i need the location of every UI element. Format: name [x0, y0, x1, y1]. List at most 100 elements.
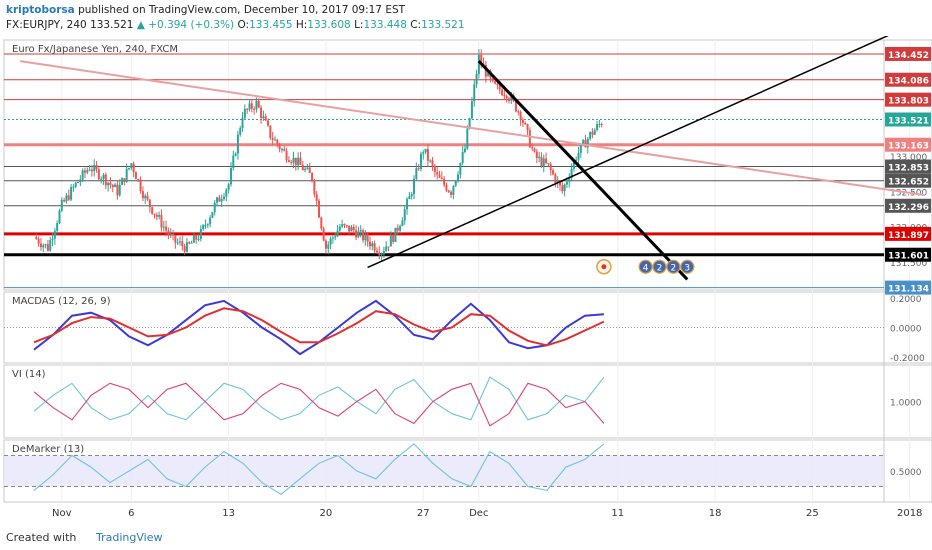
- candle-body: [118, 184, 121, 196]
- candle-body: [334, 236, 337, 238]
- candle-body: [248, 103, 251, 110]
- candle-body: [297, 157, 300, 166]
- chart-area[interactable]: Nov6132027Dec1118252018133.000132.500132…: [0, 36, 932, 526]
- candle-body: [438, 174, 441, 178]
- candle-body: [554, 174, 557, 184]
- candle-body: [364, 234, 367, 241]
- candle-body: [39, 243, 42, 248]
- candle-body: [352, 227, 355, 231]
- candle-body: [139, 179, 142, 192]
- candle-body: [269, 125, 272, 139]
- candle-body: [491, 78, 494, 82]
- flag-marker-label: 3: [684, 263, 690, 273]
- candle-body: [97, 169, 100, 180]
- candle-body: [600, 124, 603, 126]
- candle-body: [480, 54, 483, 64]
- candle-body: [90, 169, 93, 172]
- candle-body: [350, 227, 353, 232]
- candle-body: [132, 163, 135, 173]
- candle-body: [368, 241, 371, 247]
- price-level-badge: [885, 137, 931, 152]
- candle-body: [304, 168, 307, 171]
- symbol-label: FX:EURJPY, 240: [6, 19, 87, 31]
- candle-body: [116, 184, 119, 196]
- open-value: 133.455: [249, 19, 293, 31]
- chart-background: [0, 36, 932, 526]
- candle-body: [327, 244, 330, 249]
- candle-body: [466, 128, 469, 149]
- candle-body: [433, 165, 436, 173]
- price-level-badge: [885, 92, 931, 107]
- x-tick-label: 2018: [897, 508, 922, 519]
- tradingview-brand[interactable]: TradingView: [96, 531, 163, 544]
- candle-body: [503, 95, 506, 97]
- indicator-axis-label: -0.2000: [890, 354, 925, 364]
- price-level-label: 131.601: [888, 252, 929, 262]
- author-link[interactable]: kriptoborsa: [6, 4, 75, 16]
- candle-body: [436, 172, 439, 175]
- candle-body: [524, 122, 527, 125]
- candle-body: [181, 241, 184, 247]
- trend-line: [477, 60, 689, 281]
- price-level-label: 133.163: [888, 142, 929, 152]
- candle-body: [294, 157, 297, 166]
- price-level-badge: [885, 226, 931, 241]
- candle-body: [440, 177, 443, 179]
- candle-body: [37, 239, 40, 244]
- candle-body: [373, 243, 376, 251]
- candle-body: [380, 254, 383, 256]
- candle-body: [280, 149, 283, 151]
- candle-body: [447, 190, 450, 193]
- candle-body: [241, 117, 244, 128]
- indicator-title: MACDAS (12, 26, 9): [12, 296, 111, 307]
- candle-body: [246, 108, 249, 110]
- candle-body: [341, 224, 344, 227]
- candle-body: [213, 202, 216, 213]
- candle-body: [285, 150, 288, 161]
- candle-body: [183, 246, 186, 252]
- candle-body: [35, 237, 38, 240]
- price-change: +0.394 (+0.3%): [148, 19, 235, 31]
- price-level-label: 132.296: [888, 203, 929, 213]
- candle-body: [424, 148, 427, 153]
- price-level-badge: [885, 173, 931, 188]
- candle-body: [410, 194, 413, 197]
- candle-body: [501, 89, 504, 96]
- flag-marker-label: 2: [657, 263, 663, 273]
- indicator-axis-label: 0.5000: [890, 468, 922, 478]
- candle-body: [130, 163, 133, 168]
- candle-body: [454, 180, 457, 186]
- candle-body: [278, 144, 281, 150]
- last-price: 133.521: [90, 19, 134, 31]
- candle-body: [229, 168, 232, 185]
- candle-body: [593, 129, 596, 135]
- trend-line: [19, 60, 924, 196]
- candle-body: [538, 156, 541, 158]
- candle-body: [547, 163, 550, 165]
- price-level-badge: [885, 46, 931, 61]
- candle-body: [382, 251, 385, 255]
- candle-body: [49, 240, 52, 251]
- indicator-axis-label: 0.2000: [890, 295, 922, 305]
- candle-body: [552, 170, 555, 175]
- candle-body: [167, 230, 170, 235]
- candle-body: [104, 174, 107, 186]
- candle-body: [93, 165, 96, 172]
- candle-body: [336, 230, 339, 237]
- candle-body: [121, 178, 124, 185]
- candle-body: [459, 162, 462, 175]
- candle-body: [257, 100, 260, 108]
- candle-body: [322, 228, 325, 241]
- candle-body: [88, 169, 91, 171]
- footer: Created with TradingView: [0, 526, 932, 550]
- price-level-label: 133.803: [888, 97, 929, 107]
- candle-body: [185, 242, 188, 252]
- candle-body: [178, 241, 181, 243]
- candle-body: [176, 242, 179, 244]
- price-level-label: 133.521: [888, 117, 929, 127]
- candle-body: [42, 245, 45, 248]
- candle-body: [422, 152, 425, 154]
- candle-body: [355, 230, 358, 238]
- x-tick-label: 18: [709, 508, 722, 519]
- candle-body: [399, 226, 402, 231]
